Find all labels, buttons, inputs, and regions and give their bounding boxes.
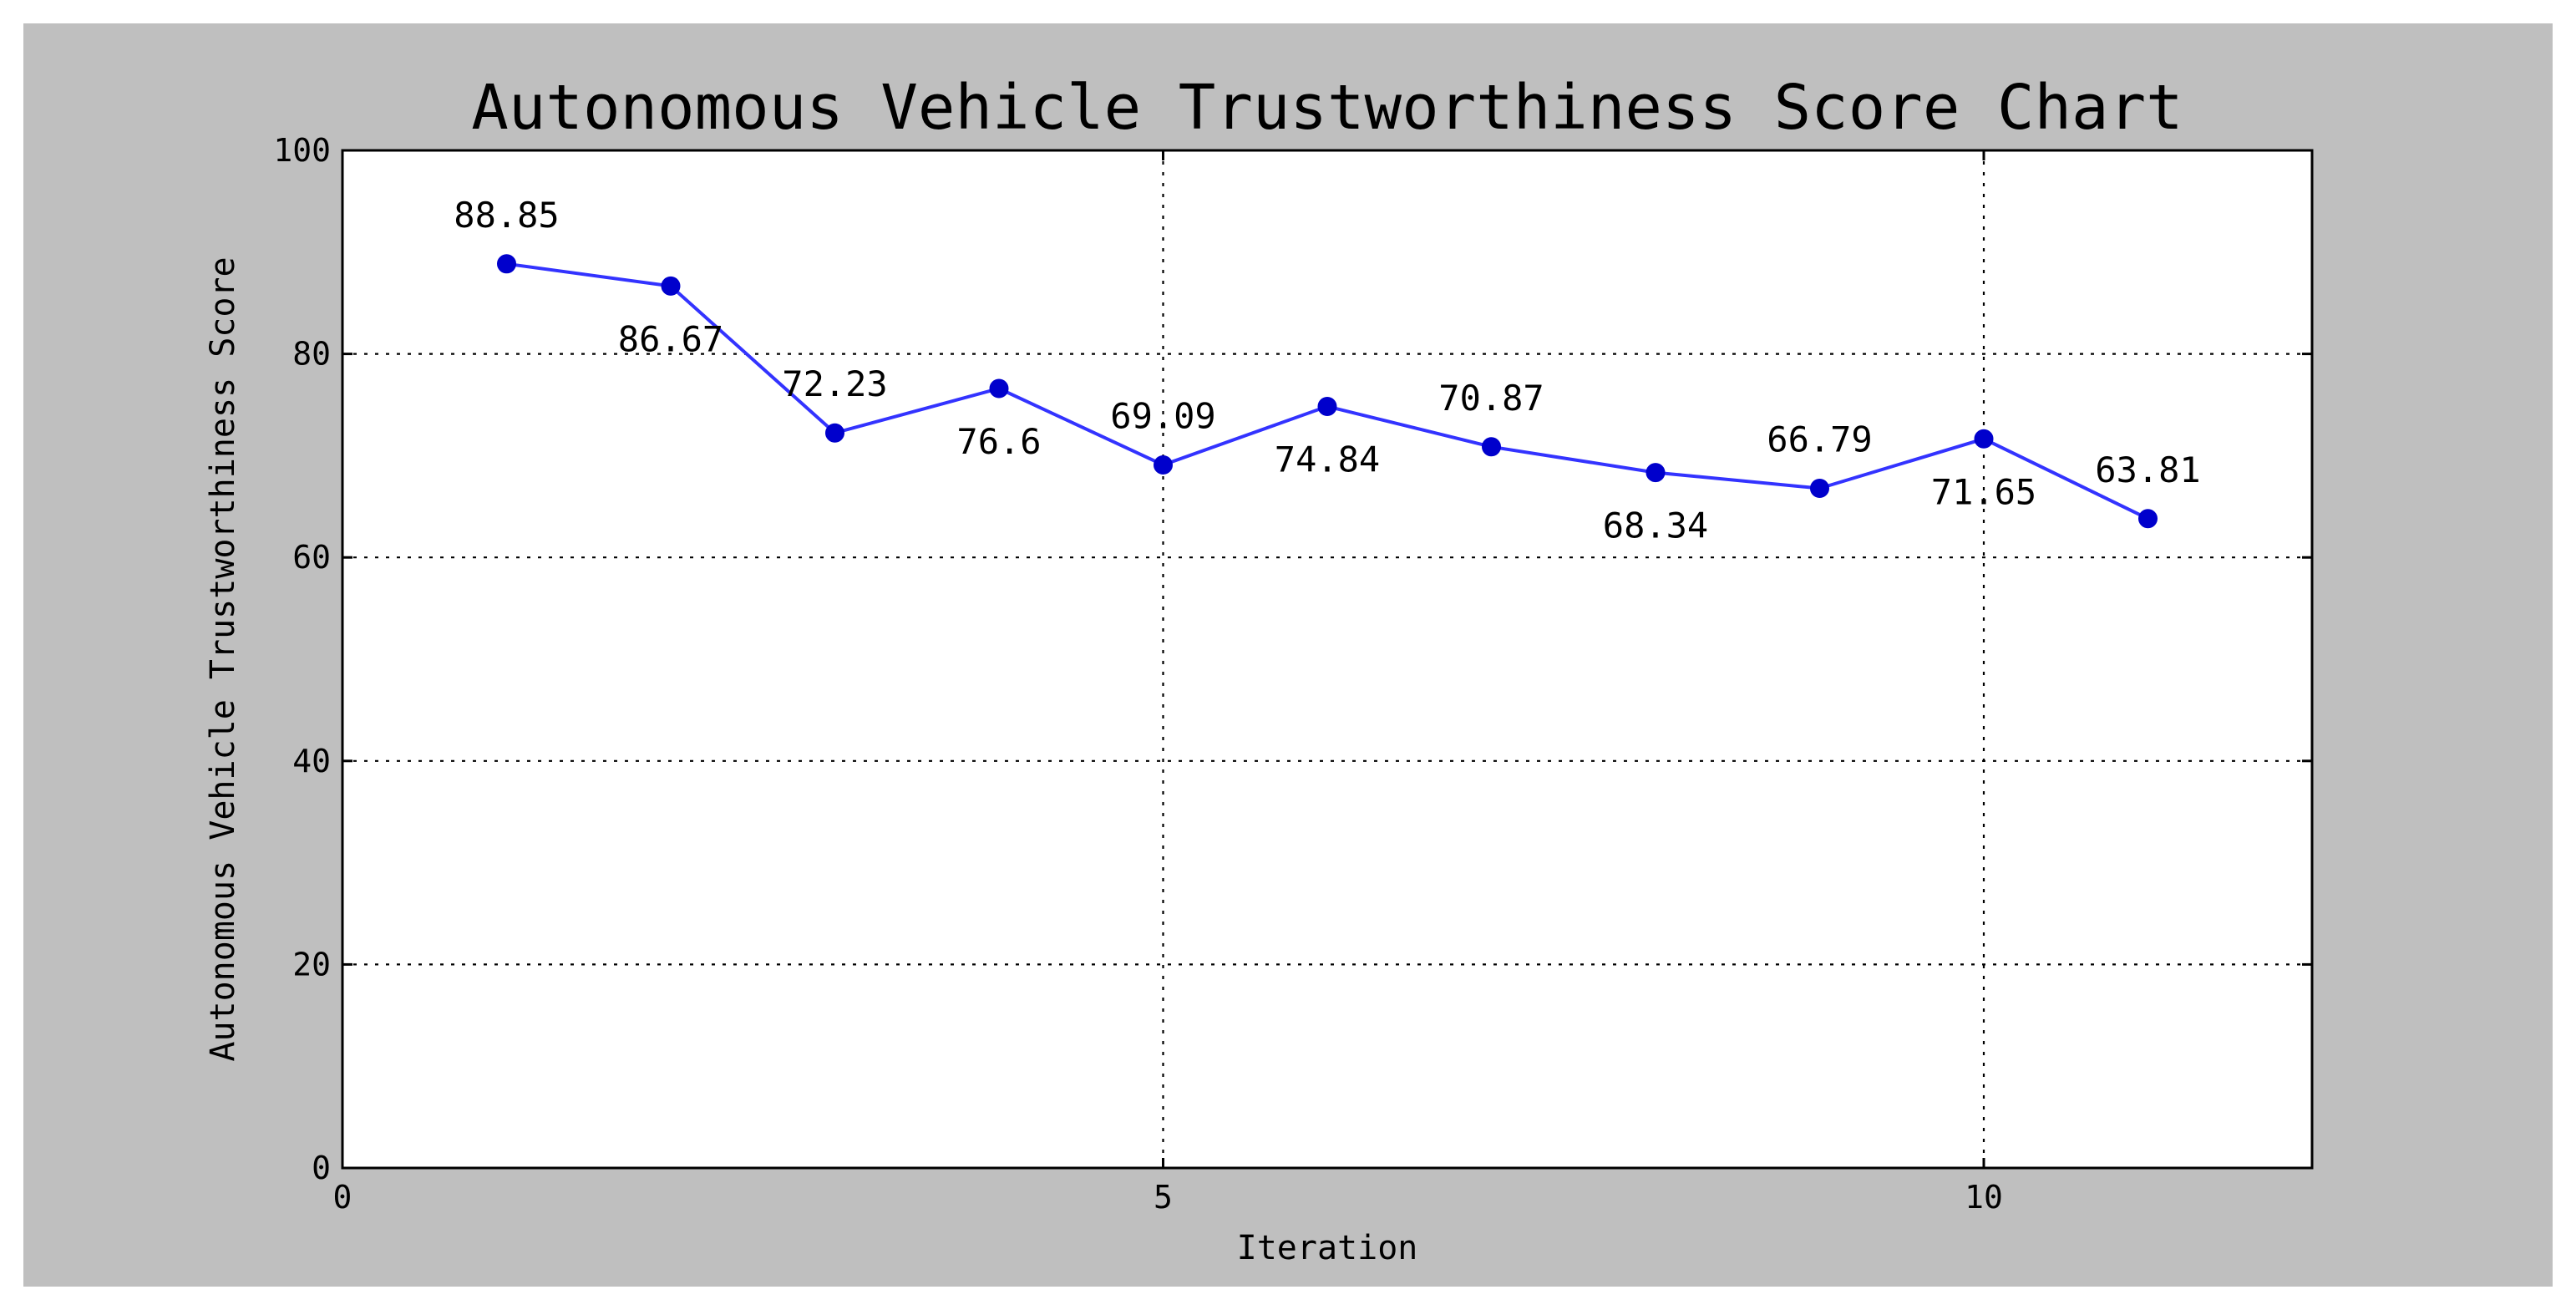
data-label-10: 71.65: [1931, 471, 2036, 512]
data-label-1: 88.85: [454, 195, 559, 236]
y-tick-label-60: 60: [292, 539, 331, 576]
y-tick-label-20: 20: [292, 946, 331, 982]
plot-border: [341, 149, 2314, 1170]
data-label-11: 63.81: [2095, 449, 2200, 490]
data-label-5: 69.09: [1110, 395, 1215, 436]
data-label-9: 66.79: [1767, 419, 1872, 460]
data-point-10: [1974, 429, 1994, 449]
plot-area: [342, 150, 2312, 1168]
data-label-4: 76.6: [956, 421, 1041, 462]
y-tick-label-80: 80: [292, 336, 331, 373]
y-tick-label-0: 0: [312, 1150, 331, 1186]
data-point-3: [825, 423, 844, 443]
data-point-8: [1645, 463, 1666, 483]
axis-ticks: 0 20 40 60 80 100 0 5 10: [273, 132, 2312, 1216]
y-tick-label-100: 100: [273, 132, 331, 169]
data-point-1: [497, 254, 516, 274]
chart-title: Autonomous Vehicle Trustworthiness Score…: [471, 72, 2183, 144]
data-point-6: [1317, 396, 1337, 416]
x-tick-label-0: 0: [333, 1179, 352, 1216]
data-point-7: [1482, 437, 1501, 457]
data-point-11: [2138, 509, 2158, 529]
data-labels: 88.85 86.67 72.23 76.6 69.09 74.84 70.87 68.34 6…: [454, 195, 2200, 546]
data-label-6: 74.84: [1275, 439, 1380, 480]
y-tick-label-40: 40: [292, 743, 331, 779]
x-tick-label-10: 10: [1965, 1179, 2003, 1216]
y-axis-label: Autonomous Vehicle Trustworthiness Score: [204, 256, 242, 1061]
data-label-8: 68.34: [1603, 505, 1708, 546]
data-point-2: [661, 276, 681, 296]
series-score: [497, 254, 2158, 529]
data-label-2: 86.67: [618, 318, 723, 359]
data-label-3: 72.23: [782, 363, 887, 404]
x-tick-label-5: 5: [1154, 1179, 1173, 1216]
x-axis-label: Iteration: [1237, 1229, 1418, 1267]
data-point-5: [1154, 454, 1173, 475]
data-point-4: [989, 378, 1009, 399]
data-point-9: [1810, 478, 1829, 498]
data-label-7: 70.87: [1438, 378, 1544, 419]
